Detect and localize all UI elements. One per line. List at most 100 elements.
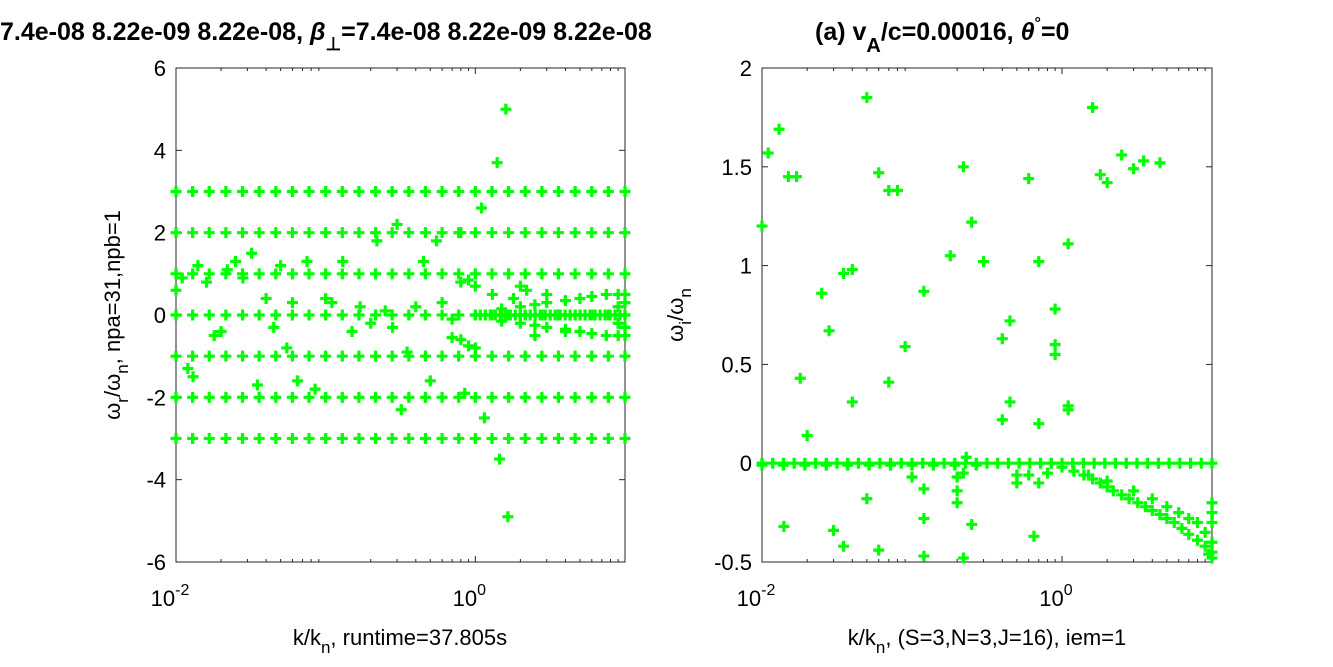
right-data-point bbox=[1049, 303, 1061, 315]
left-band-point bbox=[303, 186, 315, 197]
left-xtick-base: 10 bbox=[151, 586, 175, 611]
left-ytick-label: 0 bbox=[154, 303, 166, 328]
left-band-point bbox=[602, 186, 614, 197]
left-band-point bbox=[619, 186, 631, 197]
left-band-point bbox=[187, 391, 199, 403]
left-data-point bbox=[215, 325, 227, 337]
right-plot-frame bbox=[761, 67, 1213, 563]
left-ytick-label: 4 bbox=[154, 138, 166, 163]
right-data-point bbox=[1068, 465, 1080, 477]
left-band-point bbox=[436, 227, 448, 239]
right-data-point bbox=[1154, 157, 1166, 169]
left-band-point bbox=[353, 227, 365, 239]
right-xtick-exp: -2 bbox=[761, 582, 775, 599]
left-data-point bbox=[260, 293, 272, 305]
left-data-point bbox=[574, 293, 586, 305]
right-zero-point bbox=[1195, 457, 1207, 469]
left-band-point bbox=[303, 309, 315, 321]
left-data-point bbox=[187, 371, 199, 383]
right-data-point bbox=[1033, 477, 1045, 489]
left-band-point bbox=[286, 391, 298, 403]
left-data-point bbox=[430, 235, 442, 247]
left-band-point bbox=[586, 268, 598, 280]
left-band-point bbox=[403, 391, 415, 403]
left-data-point bbox=[612, 301, 624, 313]
right-data-point bbox=[1206, 516, 1218, 528]
left-data-point bbox=[192, 260, 204, 272]
right-data-point bbox=[1049, 339, 1061, 351]
right-data-point bbox=[861, 493, 873, 505]
right-data-point bbox=[1191, 534, 1203, 546]
right-data-point bbox=[1087, 102, 1099, 114]
right-zero-point bbox=[1013, 457, 1025, 469]
right-ytick-label: 0.5 bbox=[721, 352, 752, 377]
left-band-point bbox=[270, 309, 282, 321]
left-band-point bbox=[586, 186, 598, 197]
left-data-point bbox=[541, 297, 553, 309]
right-data-point bbox=[773, 123, 785, 135]
right-zero-point bbox=[906, 459, 918, 471]
left-ylabel-omega: ω bbox=[100, 403, 125, 420]
right-data-point bbox=[957, 552, 969, 564]
left-band-point bbox=[386, 350, 398, 362]
right-xtick-base: 10 bbox=[1039, 586, 1063, 611]
left-band-point bbox=[419, 350, 431, 362]
left-band-point bbox=[336, 186, 348, 197]
left-ylabel-slash: / bbox=[100, 390, 125, 397]
left-band-point bbox=[419, 227, 431, 239]
left-xtick-exp: -2 bbox=[175, 582, 189, 599]
degree-symbol: ° bbox=[1035, 15, 1041, 32]
right-data-point bbox=[1191, 516, 1203, 528]
left-ytick-label: 2 bbox=[154, 221, 166, 246]
left-data-point bbox=[496, 315, 508, 327]
left-data-point bbox=[462, 274, 474, 286]
right-zero-point bbox=[895, 457, 907, 469]
left-band-point bbox=[469, 186, 481, 197]
right-ytick-label: 1.5 bbox=[721, 155, 752, 180]
right-data-point bbox=[966, 216, 978, 228]
right-data-point bbox=[1138, 155, 1150, 167]
right-data-point bbox=[918, 483, 930, 495]
left-band-point bbox=[503, 227, 515, 239]
left-data-point bbox=[500, 103, 512, 115]
left-data-point bbox=[493, 453, 505, 465]
right-data-point bbox=[1094, 477, 1106, 489]
right-zero-point bbox=[1099, 457, 1111, 469]
right-zero-point bbox=[1120, 457, 1132, 469]
title-mid: =7.4e-08 8.22e-09 8.22e-08 bbox=[341, 18, 652, 46]
title-overlap-text: (a) v bbox=[815, 18, 867, 46]
right-data-point bbox=[1062, 238, 1074, 250]
right-data-point bbox=[1173, 507, 1185, 519]
right-data-point bbox=[873, 167, 885, 179]
right-data-point bbox=[1146, 493, 1158, 505]
right-data-point bbox=[1041, 467, 1053, 479]
right-ylabel-sub1: i bbox=[676, 321, 695, 325]
right-data-point bbox=[873, 544, 885, 556]
left-band-point bbox=[519, 186, 531, 197]
right-data-point bbox=[791, 171, 803, 183]
title-overlap: (a) vA/c=0.00016, θ°=0 bbox=[815, 15, 1069, 57]
left-data-point bbox=[491, 157, 503, 169]
left-band-point bbox=[237, 433, 249, 444]
right-data-point bbox=[918, 285, 930, 297]
right-zero-point bbox=[1174, 457, 1186, 469]
left-band-point bbox=[370, 268, 382, 280]
left-band-point bbox=[486, 268, 498, 280]
left-band-point bbox=[303, 391, 315, 403]
left-band-point bbox=[519, 350, 531, 362]
left-band-point bbox=[270, 186, 282, 197]
left-band-point bbox=[187, 227, 199, 239]
title-right: /c=0.00016, bbox=[881, 18, 1021, 46]
right-ylabel-sub2: n bbox=[676, 288, 695, 297]
right-ytick-label: 2 bbox=[740, 56, 752, 81]
right-data-point bbox=[1199, 526, 1211, 538]
left-data-point bbox=[379, 305, 391, 317]
left-band-point bbox=[619, 433, 631, 444]
left-band-point bbox=[486, 433, 498, 444]
left-data-point bbox=[436, 297, 448, 309]
right-data-point bbox=[846, 396, 858, 408]
left-data-point bbox=[514, 280, 526, 292]
right-ytick-label: 1 bbox=[740, 254, 752, 279]
left-band-point bbox=[536, 227, 548, 239]
